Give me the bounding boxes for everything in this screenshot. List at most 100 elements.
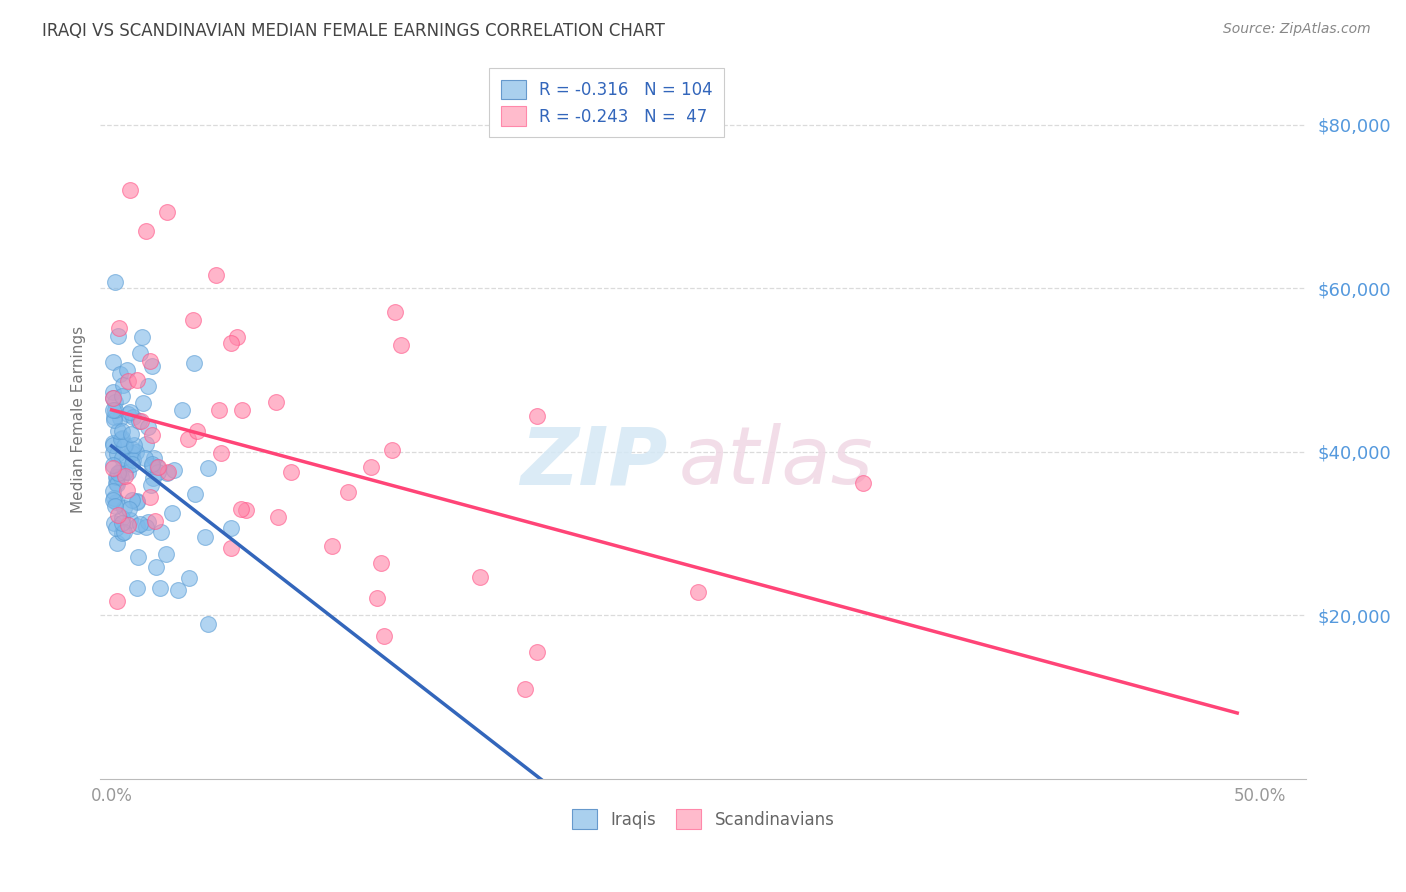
Point — [127, 550, 149, 565]
Point — [141, 457, 163, 471]
Point — [160, 506, 183, 520]
Point — [110, 432, 132, 446]
Point — [389, 338, 412, 352]
Point — [219, 521, 242, 535]
Point — [115, 453, 138, 467]
Point — [125, 373, 148, 387]
Point — [103, 385, 125, 400]
Point — [105, 594, 128, 608]
Point — [117, 517, 139, 532]
Point — [177, 432, 200, 446]
Point — [101, 391, 124, 405]
Point — [117, 407, 139, 421]
Text: IRAQI VS SCANDINAVIAN MEDIAN FEMALE EARNINGS CORRELATION CHART: IRAQI VS SCANDINAVIAN MEDIAN FEMALE EARN… — [42, 22, 665, 40]
Point — [851, 475, 873, 490]
Point — [118, 502, 141, 516]
Point — [101, 483, 124, 498]
Point — [128, 516, 150, 531]
Point — [122, 410, 145, 425]
Text: atlas: atlas — [679, 424, 873, 501]
Point — [101, 458, 124, 472]
Point — [229, 501, 252, 516]
Point — [197, 616, 219, 631]
Point — [384, 305, 406, 319]
Point — [101, 391, 124, 405]
Point — [112, 439, 135, 453]
Text: ZIP: ZIP — [520, 424, 666, 501]
Point — [110, 470, 132, 484]
Point — [107, 508, 129, 522]
Point — [139, 478, 162, 492]
Point — [145, 559, 167, 574]
Point — [111, 516, 134, 530]
Point — [141, 359, 163, 373]
Point — [120, 405, 142, 419]
Point — [141, 427, 163, 442]
Point — [125, 518, 148, 533]
Point — [103, 413, 125, 427]
Point — [183, 487, 205, 501]
Point — [111, 451, 134, 466]
Legend: Iraqis, Scandinavians: Iraqis, Scandinavians — [565, 803, 841, 835]
Point — [280, 465, 302, 479]
Point — [468, 570, 491, 584]
Point — [135, 520, 157, 534]
Point — [104, 402, 127, 417]
Point — [101, 435, 124, 450]
Point — [104, 470, 127, 484]
Point — [149, 581, 172, 595]
Point — [103, 438, 125, 452]
Point — [193, 530, 215, 544]
Point — [141, 458, 163, 473]
Point — [114, 469, 136, 483]
Point — [104, 499, 127, 513]
Point — [170, 403, 193, 417]
Point — [124, 438, 146, 452]
Point — [135, 437, 157, 451]
Point — [197, 460, 219, 475]
Point — [125, 494, 148, 508]
Point — [177, 571, 200, 585]
Point — [131, 329, 153, 343]
Point — [105, 476, 128, 491]
Point — [139, 491, 162, 505]
Point — [112, 500, 135, 515]
Point — [111, 378, 134, 392]
Point — [115, 363, 138, 377]
Point — [110, 367, 132, 381]
Point — [526, 409, 548, 424]
Point — [136, 515, 159, 529]
Point — [117, 465, 139, 479]
Point — [111, 424, 134, 438]
Point — [135, 224, 157, 238]
Point — [134, 450, 156, 465]
Point — [155, 547, 177, 561]
Point — [132, 396, 155, 410]
Point — [148, 465, 170, 479]
Point — [111, 510, 134, 524]
Point — [108, 411, 131, 425]
Point — [105, 475, 128, 490]
Point — [183, 356, 205, 370]
Point — [321, 539, 343, 553]
Point — [235, 503, 257, 517]
Point — [125, 445, 148, 459]
Point — [104, 394, 127, 409]
Point — [114, 465, 136, 479]
Point — [136, 419, 159, 434]
Point — [366, 591, 388, 606]
Point — [107, 424, 129, 438]
Point — [121, 457, 143, 471]
Point — [370, 556, 392, 570]
Point — [526, 645, 548, 659]
Point — [101, 402, 124, 417]
Point — [148, 459, 170, 474]
Point — [107, 466, 129, 480]
Point — [231, 402, 253, 417]
Point — [114, 438, 136, 452]
Point — [143, 514, 166, 528]
Point — [143, 450, 166, 465]
Point — [105, 536, 128, 550]
Point — [105, 494, 128, 508]
Point — [122, 452, 145, 467]
